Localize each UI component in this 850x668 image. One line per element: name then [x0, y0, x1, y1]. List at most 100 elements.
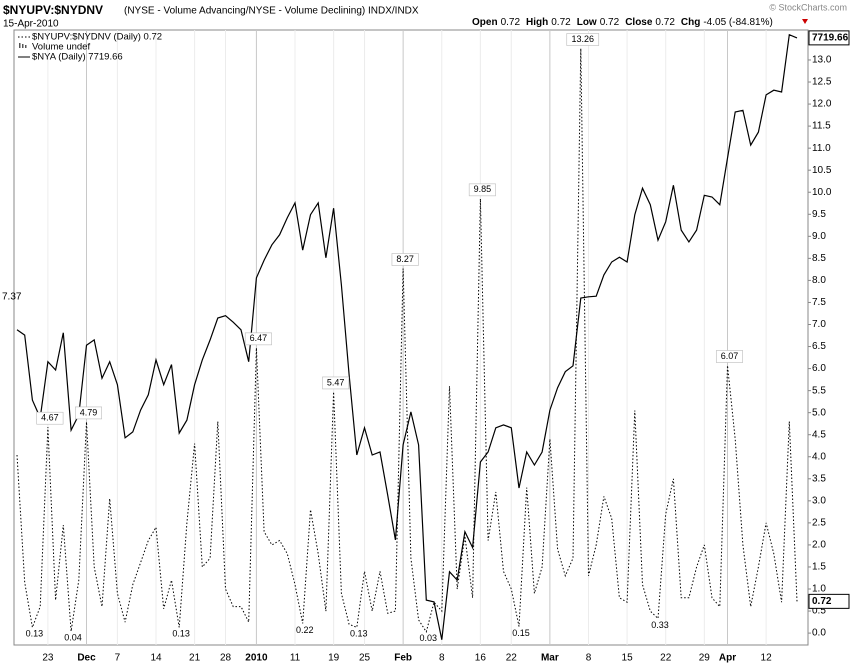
last-value-box: [808, 593, 850, 609]
quote-label: High: [526, 17, 548, 28]
y-tick-label: 7.0: [812, 319, 826, 330]
value-label: 0.22: [296, 625, 314, 635]
quote: Open 0.72 High 0.72 Low 0.72 Close 0.72 Chg -4.05…: [472, 17, 773, 28]
quote-value: 0.72: [600, 17, 620, 28]
x-tick-label: 15: [622, 653, 634, 664]
plot-frame: [13, 29, 809, 646]
value-label: 5.47: [327, 377, 345, 387]
y-tick-label: 3.5: [812, 473, 826, 484]
x-tick-label: 23: [42, 653, 54, 664]
x-tick-label: 22: [660, 653, 672, 664]
chart-date: 15-Apr-2010: [3, 19, 59, 30]
value-label: 6.07: [721, 351, 739, 361]
y-tick-label: 13.0: [812, 55, 832, 66]
quote-label: Low: [577, 17, 597, 28]
y-tick-label: 4.0: [812, 451, 826, 462]
y-tick-label: 6.0: [812, 363, 826, 374]
quote-value: 0.72: [551, 17, 571, 28]
x-tick-label: 8: [439, 653, 445, 664]
legend-swatch: [25, 45, 27, 48]
quote-label: Chg: [681, 17, 700, 28]
x-tick-label: 8: [586, 653, 592, 664]
x-tick-label: 28: [220, 653, 232, 664]
last-value-label: 0.72: [812, 596, 832, 607]
series-line: [16, 48, 798, 634]
y-tick-label: 6.5: [812, 341, 826, 352]
quote-label: Close: [625, 17, 653, 28]
y-tick-label: 1.0: [812, 584, 826, 595]
y-tick-label: 0.0: [812, 628, 826, 639]
last-value-box: [808, 30, 850, 46]
y-tick-label: 5.0: [812, 407, 826, 418]
value-label: 0.13: [26, 629, 44, 639]
x-tick-label: 29: [699, 653, 711, 664]
y-tick-label: 7.5: [812, 297, 826, 308]
quote-value: -4.05 (-84.81%): [703, 17, 772, 28]
value-label-box: [244, 332, 272, 346]
value-label-box: [322, 376, 350, 390]
left-label: 7.37: [2, 292, 22, 303]
y-tick-label: 0.5: [812, 606, 826, 617]
legend-swatch: [22, 44, 24, 48]
x-tick-label: Mar: [541, 653, 559, 664]
chart-subtitle: (NYSE - Volume Advancing/NYSE - Volume D…: [124, 6, 419, 17]
value-label: 13.26: [571, 34, 594, 44]
x-tick-label: 7: [115, 653, 121, 664]
x-tick-label: 21: [189, 653, 201, 664]
x-tick-label: Dec: [77, 653, 96, 664]
value-label-box: [75, 406, 103, 420]
legend-entry: Volume undef: [32, 42, 90, 53]
series-line: [16, 33, 798, 640]
labels: 0.0 0.5 1.0 1.5 2.0 2.5 3.0 3.5 4.0 4.5 5.0 5.5 6.0 6…: [26, 30, 850, 664]
x-tick-label: Feb: [394, 653, 412, 664]
y-tick-label: 12.0: [812, 99, 832, 110]
y-tick-label: 10.0: [812, 187, 832, 198]
y-tick-label: 2.5: [812, 518, 826, 529]
watermark: © StockCharts.com: [769, 2, 847, 12]
grid: [47, 30, 811, 645]
x-tick-label: Apr: [719, 653, 736, 664]
value-label: 0.15: [512, 628, 530, 638]
value-label: 4.79: [80, 407, 98, 417]
y-tick-label: 4.5: [812, 429, 826, 440]
down-arrow: [802, 19, 808, 24]
x-tick-label: 19: [328, 653, 340, 664]
y-tick-label: 10.5: [812, 165, 832, 176]
y-tick-label: 5.5: [812, 385, 826, 396]
y-tick-label: 8.0: [812, 275, 826, 286]
y-tick-label: 11.5: [812, 121, 831, 132]
value-label: 8.27: [396, 254, 414, 264]
value-label-box: [566, 33, 600, 46]
legend-entry: $NYUPV:$NYDNV (Daily) 0.72: [32, 32, 162, 43]
value-label: 0.13: [172, 629, 190, 639]
value-label: 0.13: [350, 629, 368, 639]
value-label: 4.67: [41, 413, 59, 423]
x-tick-label: 12: [761, 653, 773, 664]
marks: [16, 33, 798, 640]
last-value-label: 7719.66: [812, 33, 849, 44]
quote-value: 0.72: [501, 17, 521, 28]
y-tick-label: 11.0: [812, 143, 831, 154]
y-tick-label: 9.0: [812, 231, 826, 242]
value-label-box: [36, 411, 64, 425]
value-label-box: [391, 253, 419, 266]
y-tick-label: 1.5: [812, 562, 826, 573]
y-tick-label: 12.5: [812, 77, 832, 88]
chart-title: $NYUPV:$NYDNV: [3, 3, 103, 17]
y-tick-label: 3.0: [812, 495, 826, 506]
value-label-box: [715, 350, 743, 363]
x-tick-label: 14: [150, 653, 162, 664]
x-tick-label: 22: [506, 653, 518, 664]
value-label: 0.03: [420, 633, 438, 643]
legend-entry: $NYA (Daily) 7719.66: [32, 52, 123, 63]
x-tick-label: 11: [290, 653, 301, 664]
value-label: 0.33: [651, 620, 669, 630]
legend-swatch: [19, 43, 21, 48]
value-label-box: [468, 183, 496, 197]
y-tick-label: 9.5: [812, 209, 826, 220]
quote-value: 0.72: [655, 17, 675, 28]
y-tick-label: 2.0: [812, 540, 826, 551]
value-label: 9.85: [474, 184, 492, 194]
quote-label: Open: [472, 17, 498, 28]
